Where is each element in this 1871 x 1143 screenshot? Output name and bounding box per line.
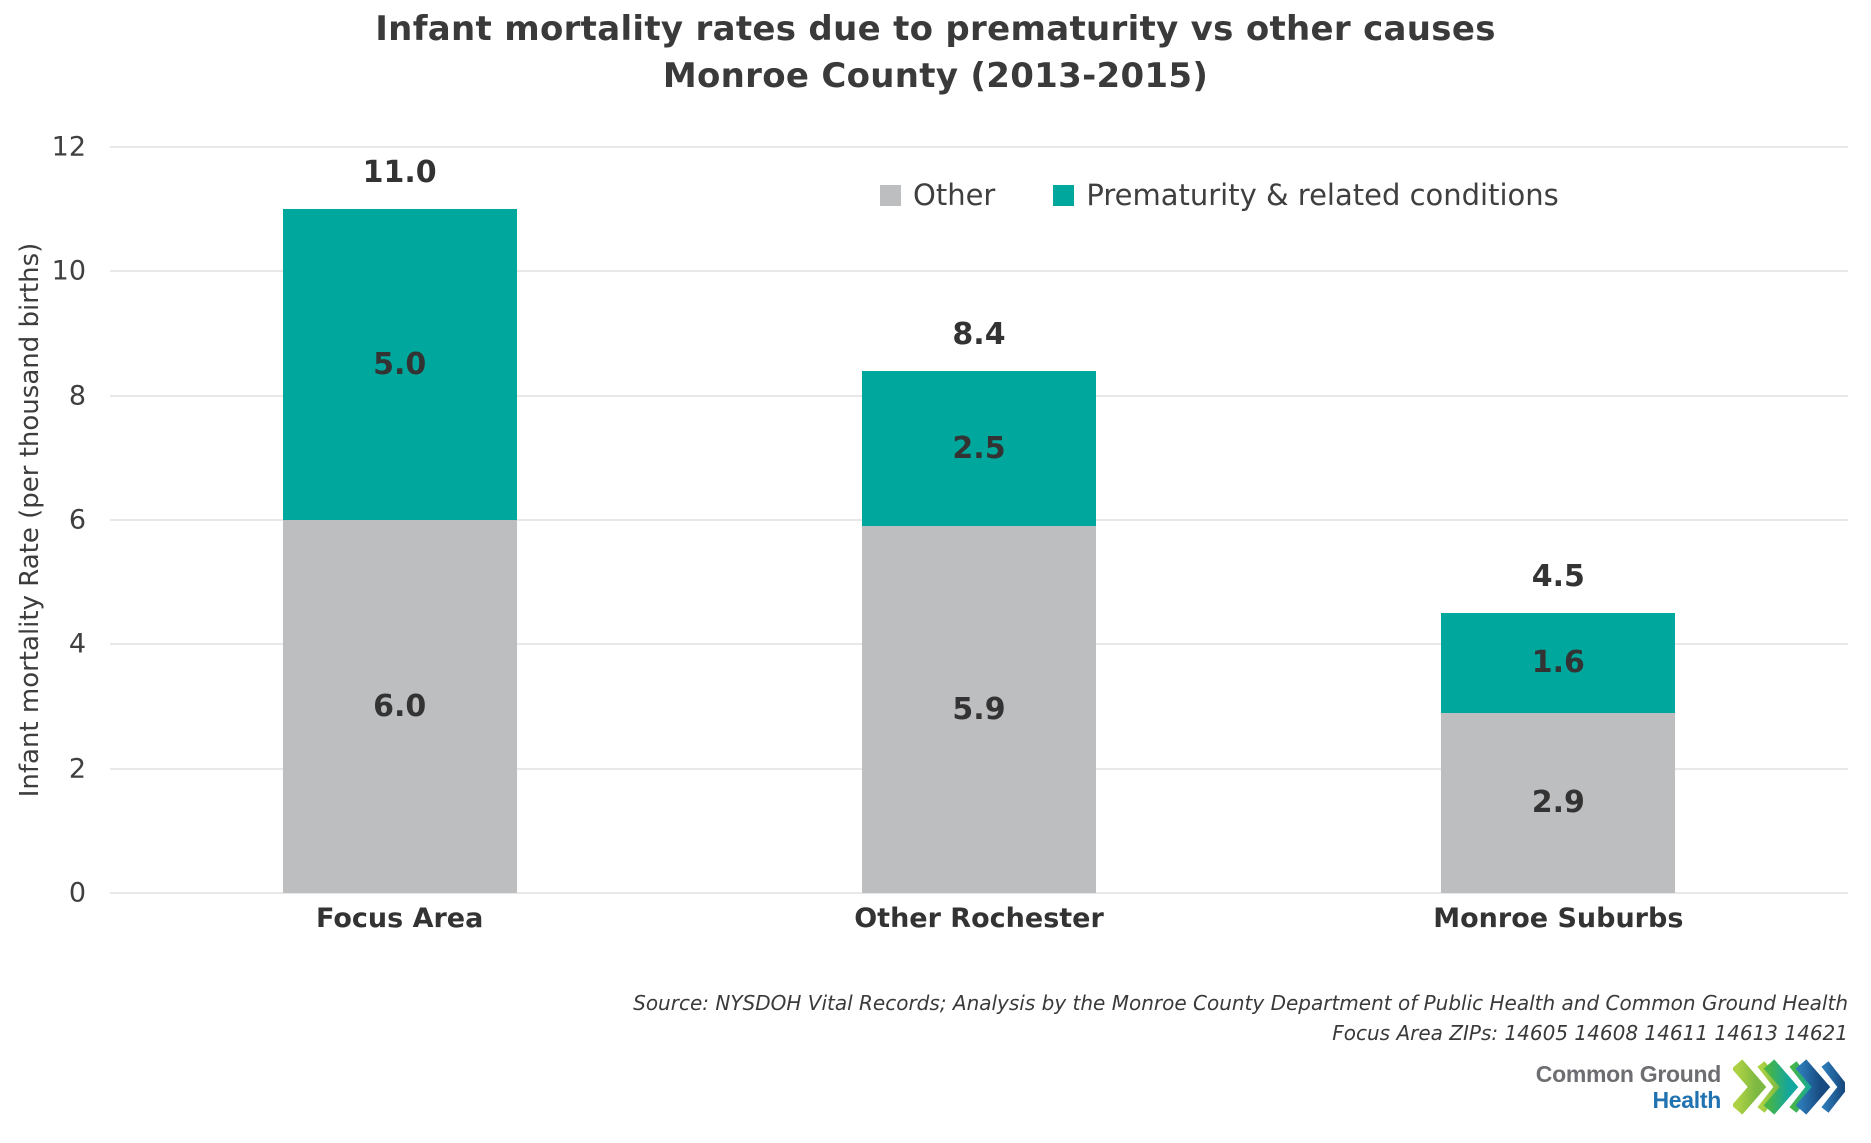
legend-swatch-other xyxy=(880,184,901,206)
bar-segment-other: 5.9 xyxy=(862,526,1096,893)
y-tick-label: 2 xyxy=(68,753,86,785)
legend-item: Prematurity & related conditions xyxy=(1053,178,1559,212)
bar-segment-prematurity: 2.5 xyxy=(862,370,1096,527)
x-axis-category-label: Focus Area xyxy=(315,903,484,934)
source-line2: Focus Area ZIPs: 14605 14608 14611 14613… xyxy=(1332,1021,1848,1045)
chart-title-line1: Infant mortality rates due to prematurit… xyxy=(375,9,1496,49)
gridline-y-10 xyxy=(110,270,1848,273)
y-tick-label: 12 xyxy=(51,131,86,163)
legend-swatch-prematurity xyxy=(1053,184,1075,206)
total-value-label: 11.0 xyxy=(362,155,437,191)
triple-chevron-right-icon xyxy=(1733,1059,1845,1115)
y-tick-label: 0 xyxy=(68,877,86,909)
segment-value-label: 1.6 xyxy=(1531,645,1585,681)
total-value-label: 8.4 xyxy=(952,316,1006,352)
x-axis-category-label: Other Rochester xyxy=(854,903,1104,934)
chart-title: Infant mortality rates due to prematurit… xyxy=(0,6,1871,100)
bar-segment-prematurity: 1.6 xyxy=(1441,613,1676,713)
legend: Other Prematurity & related conditions xyxy=(880,178,1559,212)
y-tick-label: 8 xyxy=(68,380,86,412)
logo-wordmark: Common Ground Health xyxy=(1535,1061,1722,1113)
x-axis-category-label: Monroe Suburbs xyxy=(1433,903,1684,934)
segment-value-label: 2.9 xyxy=(1531,785,1585,821)
source-note: Source: NYSDOH Vital Records; Analysis b… xyxy=(633,988,1848,1048)
segment-value-label: 2.5 xyxy=(952,431,1006,466)
legend-item: Other xyxy=(880,178,995,212)
bar-segment-other: 6.0 xyxy=(282,520,517,893)
legend-label: Other xyxy=(913,178,996,212)
y-tick-label: 10 xyxy=(51,255,86,287)
segment-value-label: 5.9 xyxy=(952,692,1006,728)
gridline-y-12 xyxy=(110,146,1848,148)
bar-segment-prematurity: 5.0 xyxy=(282,209,517,520)
gridline-y-0 xyxy=(110,892,1848,894)
legend-label: Prematurity & related conditions xyxy=(1086,178,1559,212)
y-tick-label: 4 xyxy=(68,628,86,660)
chart-title-line2: Monroe County (2013-2015) xyxy=(662,56,1209,96)
segment-value-label: 6.0 xyxy=(373,689,427,724)
source-line1: Source: NYSDOH Vital Records; Analysis b… xyxy=(633,991,1848,1015)
common-ground-health-logo: Common Ground Health xyxy=(1536,1058,1845,1116)
total-value-label: 4.5 xyxy=(1531,559,1585,595)
logo-name-line2: Health xyxy=(1652,1087,1722,1113)
bar-segment-other: 2.9 xyxy=(1441,712,1676,893)
y-tick-label: 6 xyxy=(68,504,86,536)
segment-value-label: 5.0 xyxy=(373,347,427,383)
logo-name-line1: Common Ground xyxy=(1535,1061,1722,1087)
